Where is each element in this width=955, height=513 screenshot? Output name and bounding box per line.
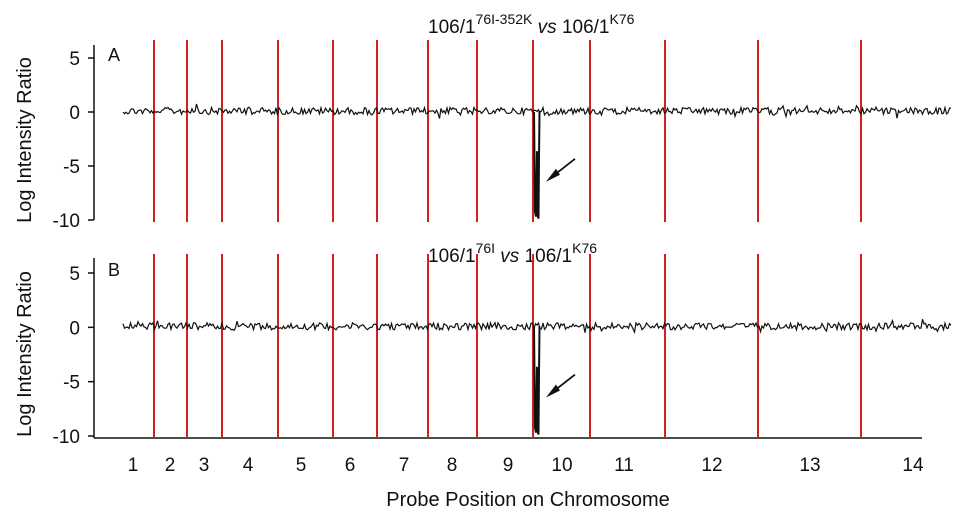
chromosome-labels: 1 2 3 4 5 6 7 8 9 10 11 12 13 14 [128, 455, 924, 476]
panel-b-arrow-icon [546, 373, 576, 398]
chromosome-label: 3 [199, 455, 210, 476]
y-tick-label: -10 [53, 427, 80, 448]
panel-b: B 106/176I vs 106/1K76 Log Intensity Rat… [14, 240, 952, 448]
y-tick-label: 5 [69, 264, 80, 285]
panel-a: A 106/176I-352K vs 106/1K76 Log Intensit… [14, 11, 952, 232]
arrow-head [546, 168, 560, 182]
chromosome-label: 8 [447, 455, 458, 476]
panel-b-deletion-spike [533, 326, 541, 435]
chromosome-label: 6 [345, 455, 356, 476]
panel-b-signal-line [122, 318, 952, 335]
panel-b-y-ticks: 5 0 -5 -10 [53, 264, 94, 448]
chromosome-label: 2 [165, 455, 176, 476]
panel-a-arrow-icon [546, 158, 576, 182]
y-tick-label: -5 [63, 157, 80, 178]
x-axis-label: Probe Position on Chromosome [386, 489, 669, 511]
chromosome-label: 9 [503, 455, 514, 476]
chromosome-label: 12 [701, 455, 722, 476]
chromosome-label: 5 [296, 455, 307, 476]
panel-a-title: 106/176I-352K vs 106/1K76 [428, 11, 635, 38]
panel-a-y-ticks: 5 0 -5 -10 [53, 49, 94, 232]
chromosome-label: 7 [399, 455, 410, 476]
panel-a-chromosome-boundaries [153, 40, 862, 222]
arrow-head [546, 384, 560, 398]
chromosome-label: 1 [128, 455, 139, 476]
chromosome-label: 13 [799, 455, 820, 476]
y-tick-label: 5 [69, 49, 80, 70]
panel-a-signal-line [122, 103, 952, 119]
y-tick-label: 0 [69, 103, 80, 124]
chromosome-label: 11 [614, 455, 634, 476]
panel-a-ylabel: Log Intensity Ratio [14, 57, 36, 223]
panel-b-chromosome-boundaries [153, 254, 862, 438]
y-tick-label: 0 [69, 318, 80, 339]
chromosome-label: 10 [551, 455, 572, 476]
panel-a-letter: A [108, 45, 120, 65]
chromosome-label: 14 [902, 455, 924, 476]
panel-b-title: 106/176I vs 106/1K76 [428, 240, 597, 267]
deletion-line [533, 326, 541, 435]
deletion-line [533, 111, 541, 219]
panel-b-ylabel: Log Intensity Ratio [14, 271, 36, 437]
y-tick-label: -10 [53, 211, 80, 232]
y-tick-label: -5 [63, 373, 80, 394]
chromosome-label: 4 [243, 455, 254, 476]
panel-a-deletion-spike [533, 111, 541, 219]
panel-b-letter: B [108, 260, 120, 280]
